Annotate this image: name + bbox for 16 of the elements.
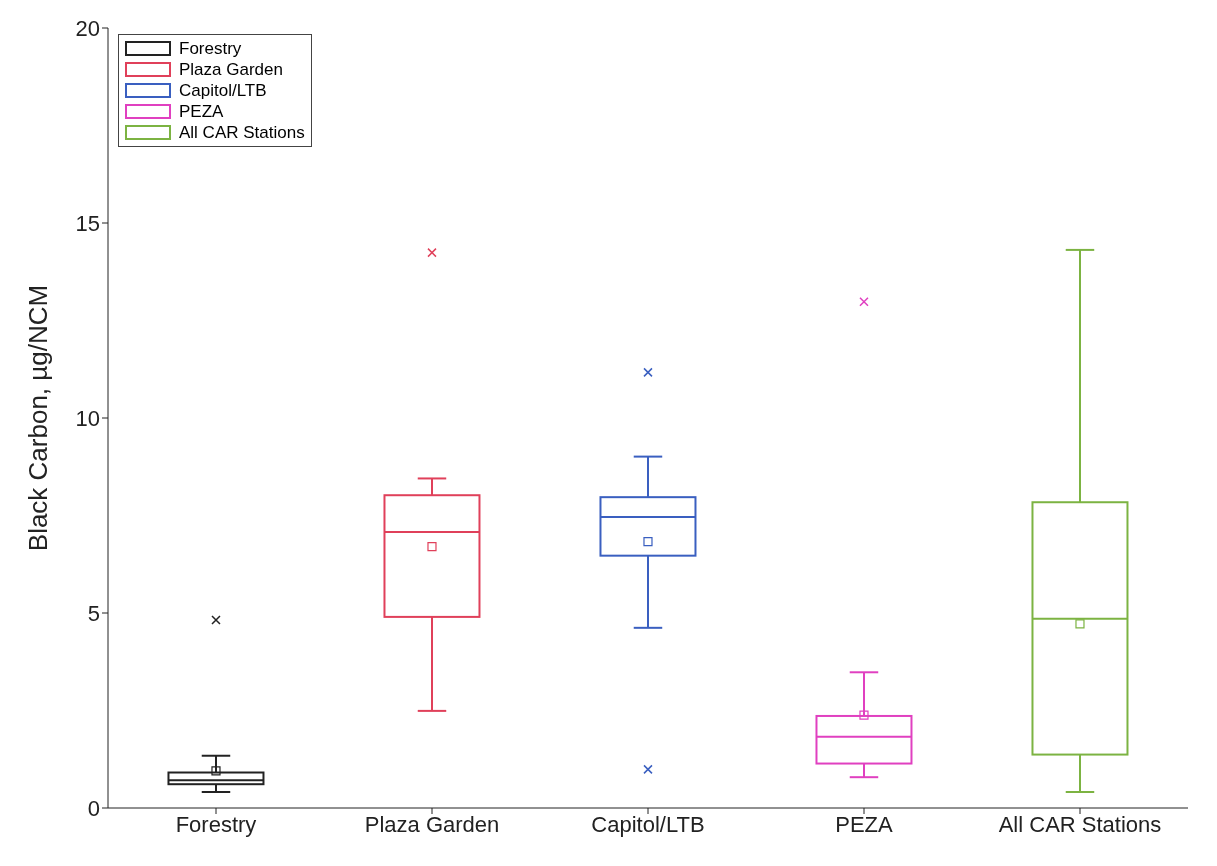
legend-label: Forestry bbox=[179, 38, 242, 59]
legend-label: All CAR Stations bbox=[179, 122, 305, 143]
x-tick-label: All CAR Stations bbox=[998, 811, 1162, 837]
x-tick-label: Capitol/LTB bbox=[591, 811, 705, 837]
legend-label: PEZA bbox=[179, 101, 224, 122]
legend-label: Capitol/LTB bbox=[179, 80, 267, 101]
y-tick-label: 15 bbox=[75, 210, 100, 236]
x-tick-label: Plaza Garden bbox=[364, 811, 500, 837]
y-tick-label: 0 bbox=[87, 795, 100, 821]
y-axis-title: Black Carbon, µg/NCM bbox=[23, 284, 54, 552]
x-tick-label: PEZA bbox=[835, 811, 894, 837]
y-tick-label: 5 bbox=[87, 600, 100, 626]
x-tick-label: Forestry bbox=[175, 811, 257, 837]
legend-label: Plaza Garden bbox=[179, 59, 283, 80]
y-tick-label: 20 bbox=[75, 15, 100, 41]
y-tick-label: 10 bbox=[75, 405, 100, 431]
